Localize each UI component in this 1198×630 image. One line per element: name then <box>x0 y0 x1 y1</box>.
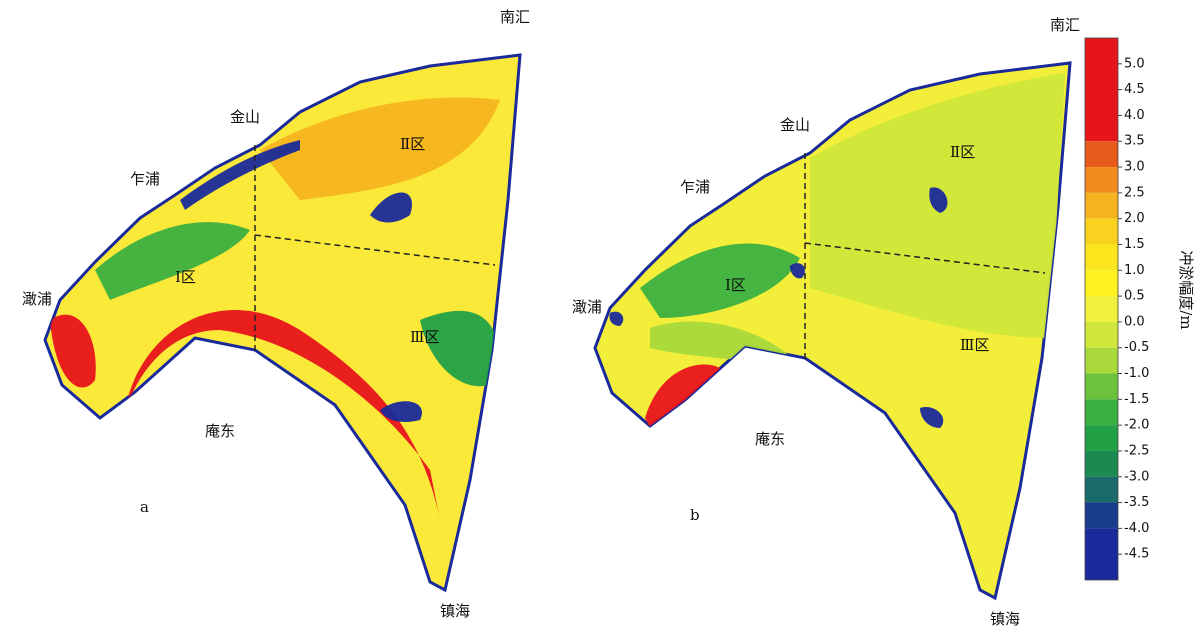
colorbar-tick-label: 4.5 <box>1124 82 1145 97</box>
colorbar-tick-label: -1.0 <box>1124 366 1149 381</box>
zone-label: Ⅱ区 <box>400 135 425 153</box>
place-label: 乍浦 <box>680 178 710 196</box>
place-label: 庵东 <box>205 422 235 440</box>
colorbar-bin <box>1085 141 1118 167</box>
colorbar-tick-label: -2.0 <box>1124 418 1149 433</box>
colorbar-tick-label: 4.0 <box>1124 108 1145 123</box>
colorbar-tick-label: -3.5 <box>1124 495 1149 510</box>
place-label: 澉浦 <box>572 298 602 316</box>
place-label: 金山 <box>780 116 810 134</box>
colorbar-tick-label: 1.5 <box>1124 237 1145 252</box>
panel-label: a <box>140 498 149 516</box>
place-label: 南汇 <box>1050 16 1080 34</box>
place-label: 乍浦 <box>130 170 160 188</box>
colorbar-tick-label: 3.5 <box>1124 134 1145 149</box>
colorbar-bin <box>1085 503 1118 529</box>
colorbar-bin <box>1085 528 1118 580</box>
colorbar-tick-label: 2.0 <box>1124 211 1145 226</box>
figure: 南汇金山乍浦澉浦庵东镇海 Ⅰ区 Ⅱ区 Ⅲ区 a 南汇金山乍浦澉浦庵东镇海 Ⅰ区 Ⅱ区 Ⅲ区 b 5.… <box>0 0 1198 626</box>
colorbar-bin <box>1085 244 1118 270</box>
colorbar-tick-label: 3.0 <box>1124 160 1145 175</box>
colorbar-tick-label: -2.5 <box>1124 443 1149 458</box>
colorbar-bin <box>1085 167 1118 193</box>
panel-label: b <box>690 506 700 524</box>
colorbar-tick-label: -1.5 <box>1124 392 1149 407</box>
place-label: 庵东 <box>755 430 785 448</box>
zone-label: Ⅲ区 <box>410 328 439 346</box>
colorbar-tick-label: 5.0 <box>1124 56 1145 71</box>
colorbar-bin <box>1085 348 1118 374</box>
colorbar-tick-label: 1.0 <box>1124 263 1145 278</box>
zone-label: Ⅲ区 <box>960 336 989 354</box>
colorbar-bin <box>1085 270 1118 296</box>
colorbar-bin <box>1085 322 1118 348</box>
colorbar-tick-label: -0.5 <box>1124 340 1149 355</box>
place-label: 金山 <box>230 108 260 126</box>
colorbar-bin <box>1085 374 1118 400</box>
colorbar-bin <box>1085 425 1118 451</box>
zone-label: Ⅰ区 <box>175 268 196 286</box>
place-label: 南汇 <box>500 8 530 26</box>
zone-label: Ⅱ区 <box>950 143 975 161</box>
colorbar-tick-label: -4.5 <box>1124 547 1149 562</box>
colorbar-bin <box>1085 399 1118 425</box>
colorbar-bin <box>1085 219 1118 245</box>
colorbar-bin <box>1085 451 1118 477</box>
colorbar-bin <box>1085 38 1118 141</box>
colorbar-tick-label: -4.0 <box>1124 521 1149 536</box>
colorbar-tick-label: 0.5 <box>1124 289 1145 304</box>
colorbar-bin <box>1085 477 1118 503</box>
colorbar-bin <box>1085 193 1118 219</box>
colorbar-bin <box>1085 296 1118 322</box>
colorbar-tick-label: 2.5 <box>1124 185 1145 200</box>
place-label: 澉浦 <box>22 290 52 308</box>
place-label: 镇海 <box>440 602 470 620</box>
colorbar-title: 冲淤幅度/m <box>1177 250 1195 329</box>
colorbar-tick-label: -3.0 <box>1124 469 1149 484</box>
colorbar-tick-label: 0.0 <box>1124 314 1145 329</box>
place-label: 镇海 <box>990 610 1020 626</box>
zone-label: Ⅰ区 <box>725 276 746 294</box>
